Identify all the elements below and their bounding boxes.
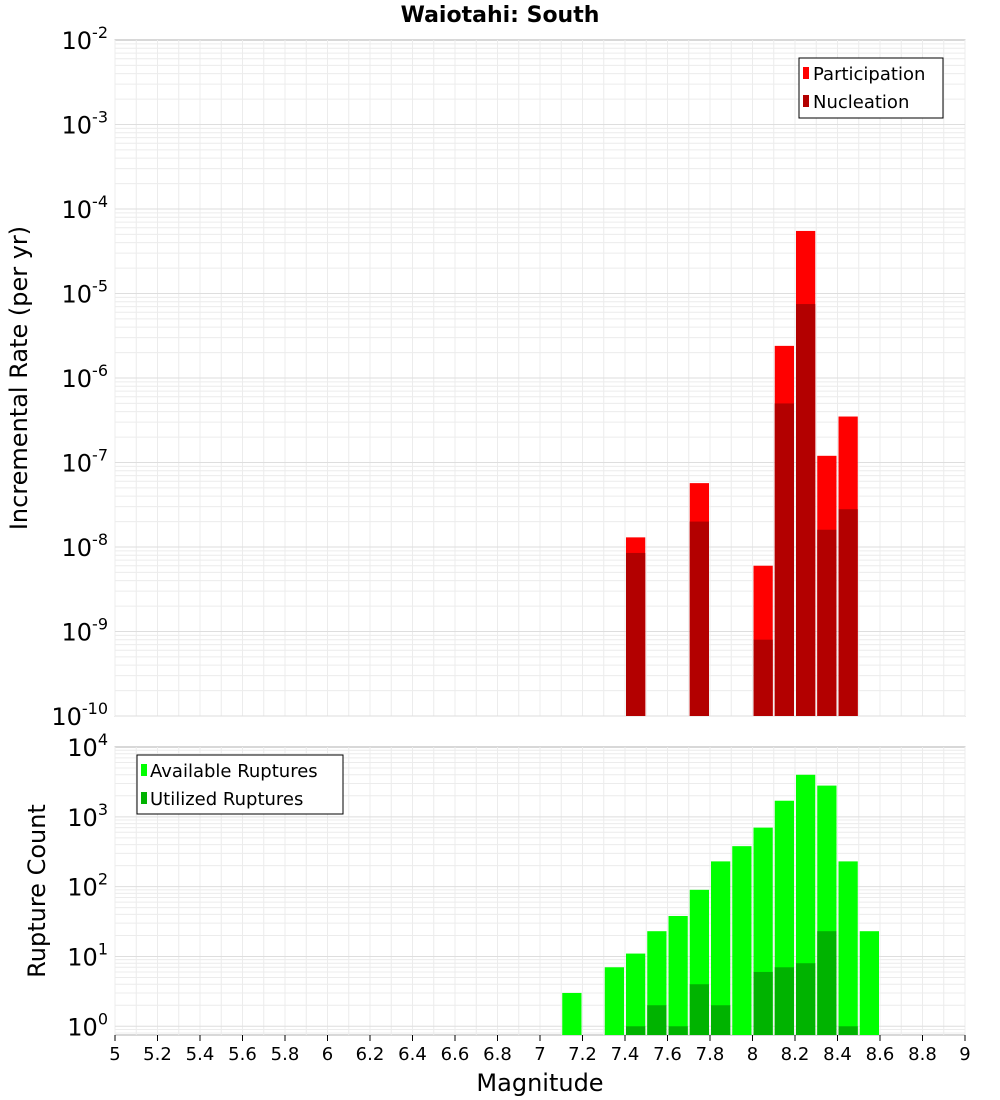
bottom-y-tick-label: 103 (67, 800, 108, 832)
x-ticks: 5 5.2 5.4 5.6 5.8 6 6.2 6.4 6.6 6.8 7 7.2 7.4 7.6 7.8 8… (109, 1035, 971, 1065)
bottom-series2-bar (668, 1026, 688, 1035)
bottom-series1-bar (562, 992, 582, 1035)
bottom-series2-bar (647, 1005, 667, 1035)
top-y-tick-label: 10-3 (62, 108, 109, 140)
bottom-y-axis-label: Rupture Count (23, 804, 51, 978)
bottom-y-tick-label: 104 (67, 730, 108, 762)
bottom-series1-bar (626, 953, 646, 1035)
x-tick-label: 8 (747, 1044, 758, 1065)
top-series2-bar (774, 403, 794, 716)
utilized-legend-swatch (141, 792, 147, 804)
available-legend-swatch (141, 764, 147, 776)
top-y-tick-label: 10-2 (62, 23, 109, 55)
nucleation-legend-swatch (803, 95, 809, 107)
bottom-legend: Available Ruptures Utilized Ruptures (136, 754, 344, 815)
x-tick-label: 5.6 (228, 1044, 257, 1065)
x-tick-label: 6.2 (356, 1044, 385, 1065)
top-bars (626, 230, 858, 717)
top-y-tick-label: 10-4 (62, 192, 109, 224)
utilized-legend-label: Utilized Ruptures (150, 789, 303, 810)
x-tick-label: 6.4 (398, 1044, 427, 1065)
x-tick-label: 7 (534, 1044, 545, 1065)
bottom-y-tick-label: 102 (67, 870, 108, 902)
top-y-tick-label: 10-7 (62, 446, 109, 478)
x-tick-label: 6.6 (441, 1044, 470, 1065)
top-y-tick-label: 10-10 (51, 699, 108, 731)
x-axis-label: Magnitude (476, 1069, 603, 1097)
top-plot: 10-10 10-9 10-8 10-7 10-6 10-5 10-4 10-3 10-2 In… (5, 23, 966, 731)
x-tick-label: 7.8 (696, 1044, 725, 1065)
top-series2-bar (817, 529, 837, 716)
bottom-bars (562, 774, 879, 1035)
x-tick-label: 8.4 (823, 1044, 852, 1065)
bottom-series2-bar (753, 971, 773, 1035)
bottom-series2-bar (796, 963, 816, 1035)
top-y-tick-label: 10-8 (62, 530, 109, 562)
top-series2-bar (753, 639, 773, 716)
participation-legend-swatch (803, 67, 809, 79)
chart-title: Waiotahi: South (401, 3, 600, 28)
bottom-series2-bar (689, 984, 709, 1035)
bottom-y-tick-label: 100 (67, 1009, 108, 1041)
bottom-series1-bar (604, 967, 624, 1035)
participation-legend-label: Participation (813, 64, 925, 85)
available-legend-label: Available Ruptures (150, 761, 318, 782)
top-legend: Participation Nucleation (798, 57, 944, 119)
bottom-series1-bar (711, 861, 731, 1035)
bottom-series2-bar (838, 1026, 858, 1035)
x-tick-label: 7.4 (611, 1044, 640, 1065)
top-y-ticks: 10-10 10-9 10-8 10-7 10-6 10-5 10-4 10-3 10-2 (51, 23, 108, 731)
bottom-series1-bar (732, 846, 752, 1035)
bottom-y-ticks: 100 101 102 103 104 (67, 730, 108, 1041)
top-y-tick-label: 10-9 (62, 615, 109, 647)
x-tick-label: 8.8 (908, 1044, 937, 1065)
x-tick-label: 5.8 (271, 1044, 300, 1065)
bottom-series1-bar (668, 915, 688, 1035)
x-tick-label: 6.8 (483, 1044, 512, 1065)
x-tick-label: 5.4 (186, 1044, 215, 1065)
x-tick-label: 6 (322, 1044, 333, 1065)
top-y-axis-label: Incremental Rate (per yr) (5, 226, 33, 530)
bottom-series2-bar (711, 1005, 731, 1035)
x-tick-label: 7.2 (568, 1044, 597, 1065)
bottom-series1-bar (838, 861, 858, 1035)
bottom-series2-bar (626, 1026, 646, 1035)
x-tick-label: 9 (959, 1044, 970, 1065)
top-series2-bar (689, 521, 709, 716)
bottom-y-tick-label: 101 (67, 939, 108, 971)
x-tick-label: 5 (109, 1044, 120, 1065)
top-series2-bar (626, 552, 646, 716)
x-tick-label: 7.6 (653, 1044, 682, 1065)
x-tick-label: 8.2 (781, 1044, 810, 1065)
top-gridlines (114, 40, 966, 717)
top-y-tick-label: 10-6 (62, 361, 109, 393)
x-tick-label: 8.6 (866, 1044, 895, 1065)
top-legend-box (798, 57, 944, 119)
nucleation-legend-label: Nucleation (813, 92, 909, 113)
bottom-plot: 100 101 102 103 104 Rupture Count Available … (23, 730, 966, 1041)
top-series2-bar (838, 509, 858, 716)
bottom-series2-bar (774, 967, 794, 1035)
x-tick-label: 5.2 (143, 1044, 172, 1065)
bottom-series1-bar (859, 931, 879, 1035)
top-series2-bar (796, 304, 816, 716)
bottom-legend-box (136, 754, 344, 815)
bottom-series2-bar (817, 931, 837, 1035)
top-y-tick-label: 10-5 (62, 277, 109, 309)
